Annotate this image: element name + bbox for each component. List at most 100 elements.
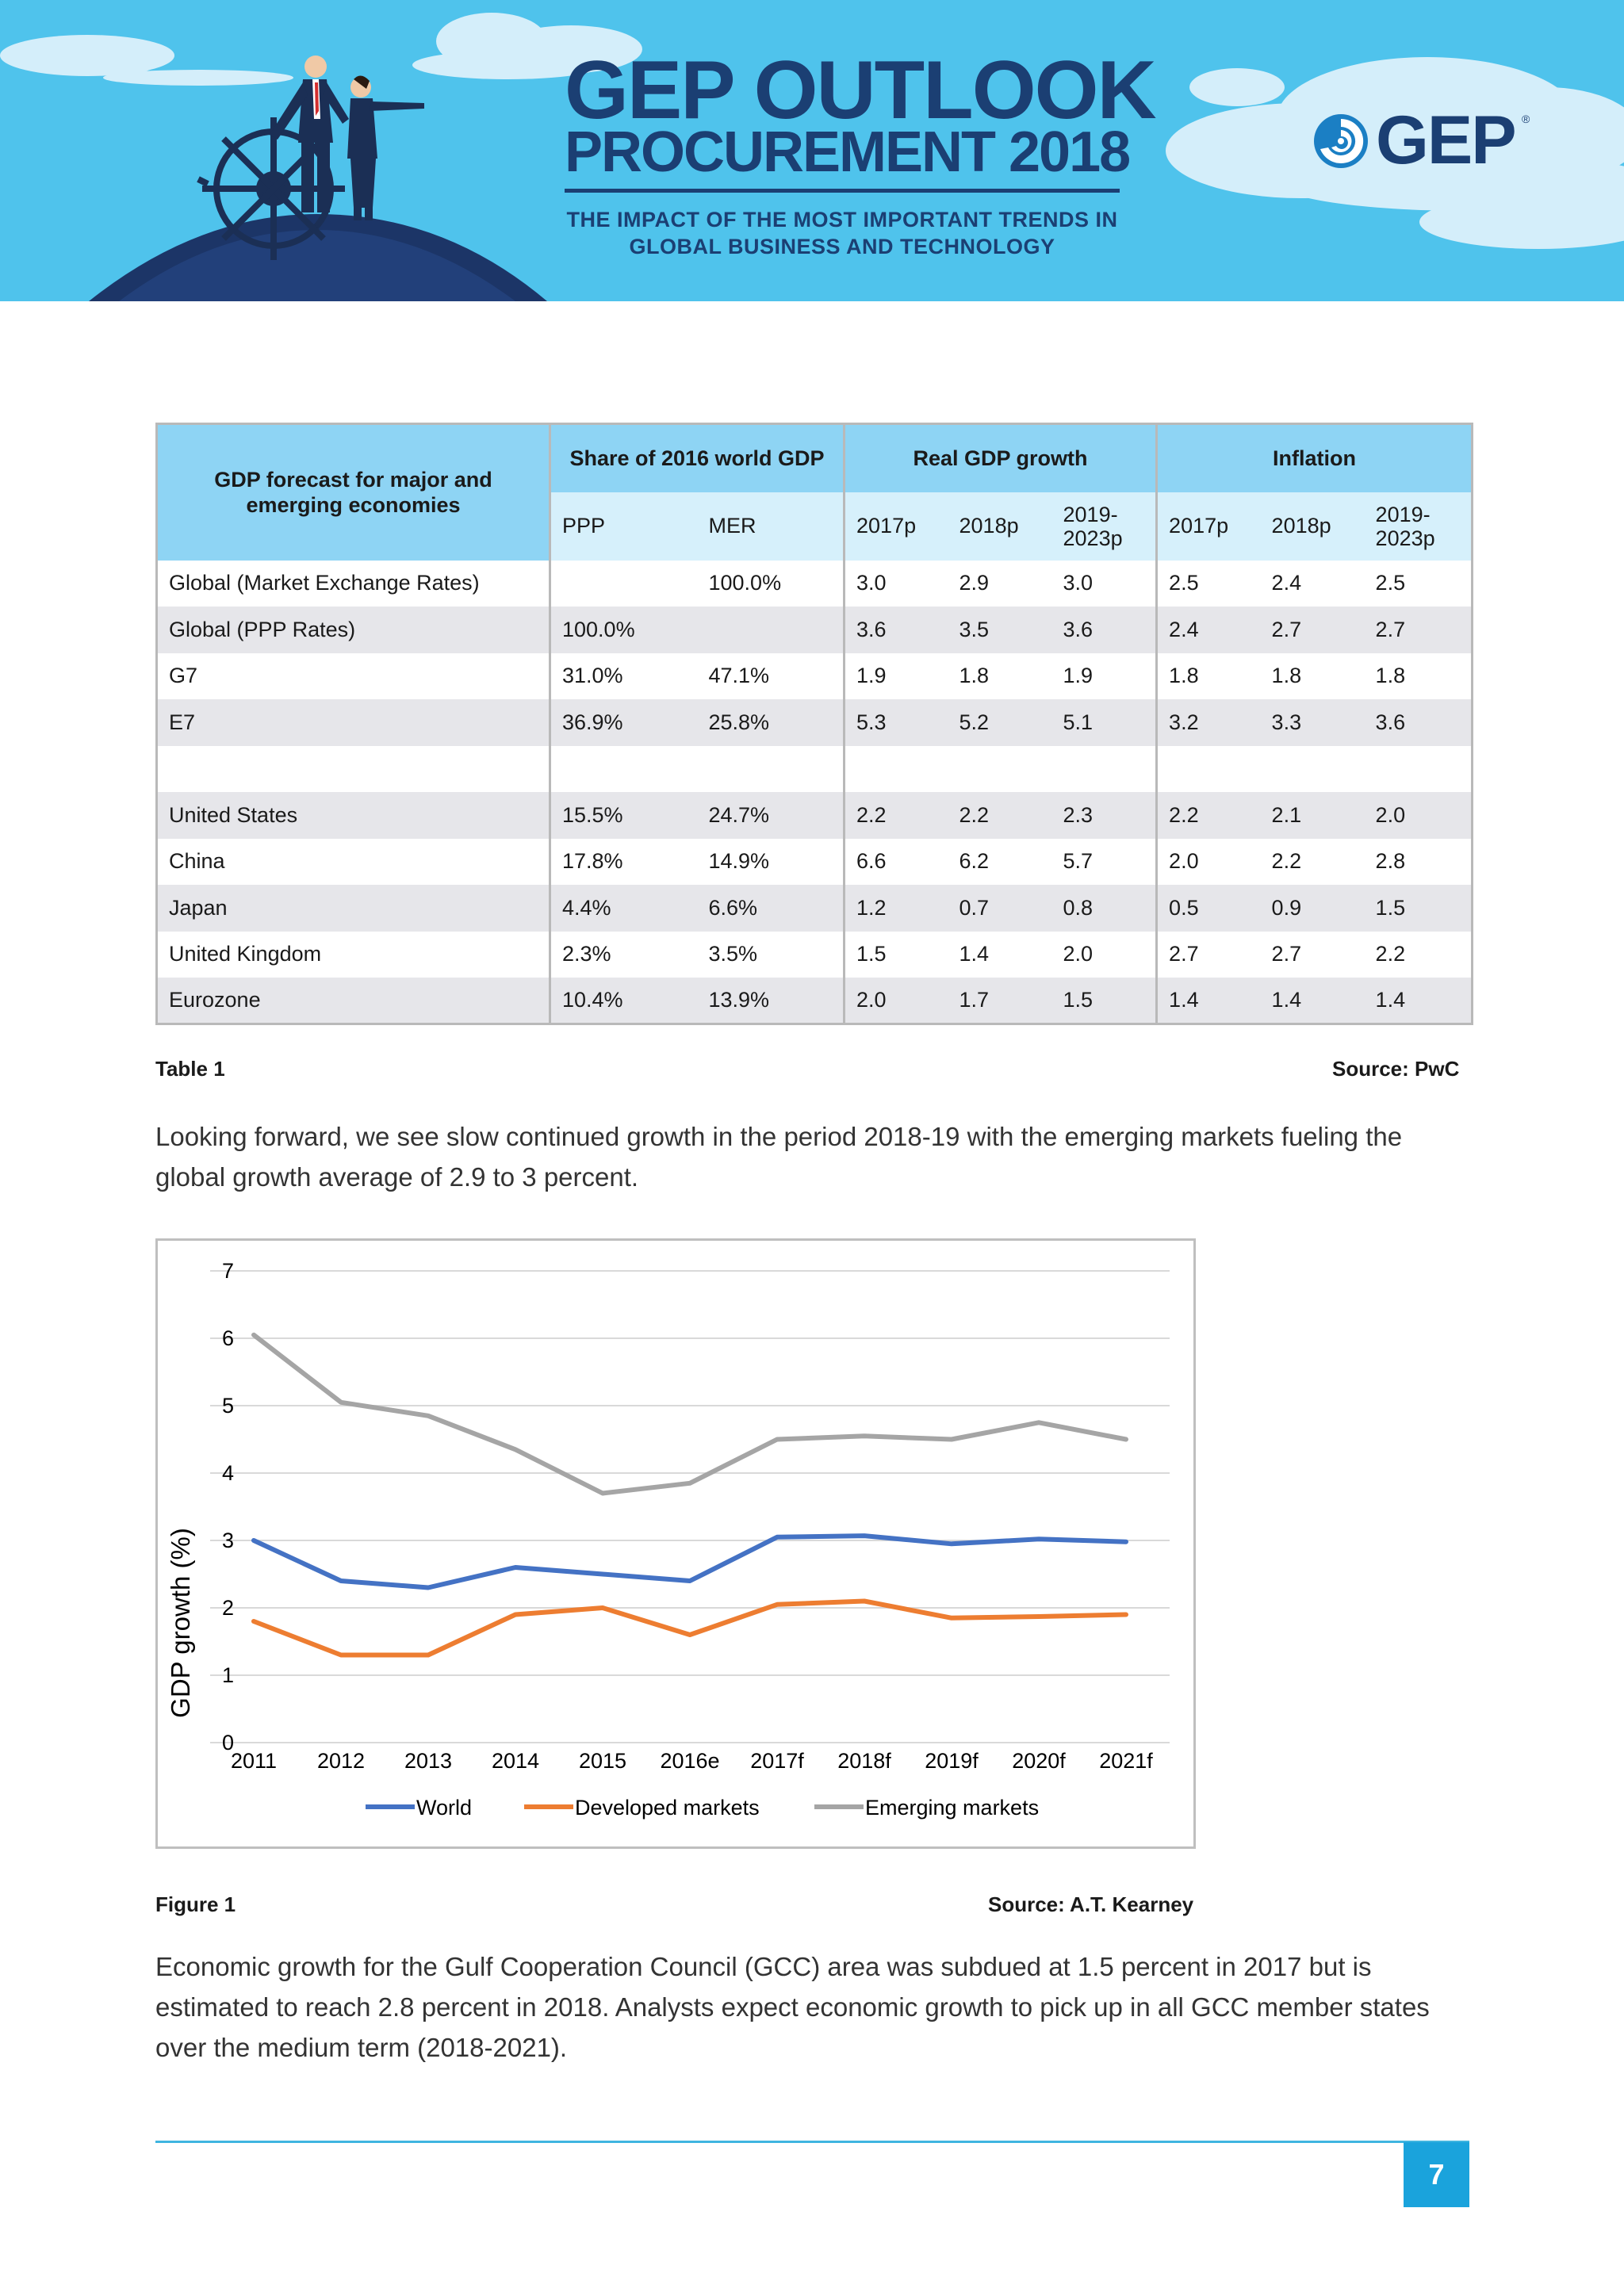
row-label: China bbox=[156, 838, 550, 885]
table-cell: 0.8 bbox=[1051, 885, 1157, 932]
x-tick-label: 2014 bbox=[492, 1749, 539, 1773]
table-cell: 1.2 bbox=[843, 885, 948, 932]
row-label: Eurozone bbox=[156, 978, 550, 1024]
table-cell: 1.4 bbox=[1364, 978, 1473, 1024]
x-tick-label: 2017f bbox=[750, 1749, 804, 1773]
table-cell bbox=[549, 560, 698, 607]
table-cell: 3.6 bbox=[843, 607, 948, 653]
y-tick-label: 5 bbox=[222, 1394, 234, 1418]
table-cell: 3.5 bbox=[948, 607, 1052, 653]
banner-title-divider bbox=[565, 189, 1120, 193]
chart-series bbox=[251, 1332, 1128, 1658]
table-source: Source: PwC bbox=[1332, 1057, 1460, 1081]
table-row: G7 31.0% 47.1% 1.9 1.8 1.9 1.8 1.8 1.8 bbox=[156, 652, 1473, 699]
table-cell: 4.4% bbox=[549, 885, 698, 932]
table-cell: 1.5 bbox=[1364, 885, 1473, 932]
chart-y-ticks: 0 1 2 3 4 5 6 7 bbox=[222, 1259, 234, 1755]
data-point bbox=[1038, 1538, 1040, 1540]
subheader-mer: MER bbox=[697, 492, 845, 561]
table-cell: 1.4 bbox=[1155, 978, 1261, 1024]
data-point bbox=[689, 1634, 691, 1636]
table-cell: 2.2 bbox=[843, 792, 948, 839]
data-point bbox=[253, 1621, 255, 1622]
series-line-world bbox=[251, 1533, 1128, 1590]
table-cell: 1.8 bbox=[1364, 652, 1473, 699]
table-cell: 0.5 bbox=[1155, 885, 1261, 932]
table-cell: 0.7 bbox=[948, 885, 1052, 932]
paragraph-1-line-2: global growth average of 2.9 to 3 percen… bbox=[155, 1162, 639, 1192]
table-cell: 5.2 bbox=[948, 699, 1052, 746]
table-cell: 2.2 bbox=[1155, 792, 1261, 839]
x-tick-label: 2013 bbox=[404, 1749, 452, 1773]
banner-title-line1: GEP OUTLOOK bbox=[565, 44, 1157, 136]
table-cell: 17.8% bbox=[549, 838, 698, 885]
data-point bbox=[340, 1580, 342, 1582]
table-cell: 6.6 bbox=[843, 838, 948, 885]
data-point bbox=[515, 1567, 516, 1568]
table-cell: 3.5% bbox=[697, 931, 845, 978]
table-row: United States 15.5% 24.7% 2.2 2.2 2.3 2.2 2.1 2.… bbox=[156, 792, 1473, 839]
table-cell: 3.6 bbox=[1051, 607, 1157, 653]
chart-y-axis-label: GDP growth (%) bbox=[166, 1528, 195, 1718]
table-cell: 6.6% bbox=[697, 885, 845, 932]
data-point bbox=[776, 1438, 778, 1441]
gdp-forecast-table: GDP forecast for major and emerging econ… bbox=[155, 423, 1474, 1025]
table-cell: 1.9 bbox=[1051, 652, 1157, 699]
data-point bbox=[253, 1334, 255, 1336]
table-cell: 2.2 bbox=[1260, 838, 1365, 885]
data-point bbox=[602, 1573, 603, 1575]
table-cell: 3.0 bbox=[1051, 560, 1157, 607]
table-cell: 36.9% bbox=[549, 699, 698, 746]
table-cell: 2.5 bbox=[1364, 560, 1473, 607]
table-row: China 17.8% 14.9% 6.6 6.2 5.7 2.0 2.2 2.8 bbox=[156, 838, 1473, 885]
table-cell bbox=[1155, 745, 1261, 792]
table-cell: 3.0 bbox=[843, 560, 948, 607]
data-point bbox=[951, 1543, 952, 1545]
legend-label: Developed markets bbox=[575, 1796, 760, 1820]
table-body: Global (Market Exchange Rates) 100.0% 3.0 2… bbox=[156, 560, 1473, 1024]
footer-divider bbox=[155, 2141, 1469, 2143]
page-number: 7 bbox=[1404, 2142, 1469, 2207]
data-point bbox=[951, 1617, 952, 1619]
table-cell bbox=[948, 745, 1052, 792]
legend-label: Emerging markets bbox=[865, 1796, 1039, 1820]
data-point bbox=[776, 1603, 778, 1605]
table-cell: 1.4 bbox=[1260, 978, 1365, 1024]
table-cell bbox=[1364, 745, 1473, 792]
table-cell: 13.9% bbox=[697, 978, 845, 1024]
table-cell: 100.0% bbox=[549, 607, 698, 653]
table-cell bbox=[1051, 745, 1157, 792]
y-tick-label: 2 bbox=[222, 1596, 234, 1620]
subheader-ppp: PPP bbox=[549, 492, 698, 561]
row-label: United Kingdom bbox=[156, 931, 550, 978]
paragraph-2: Economic growth for the Gulf Cooperation… bbox=[155, 1946, 1430, 2068]
data-point bbox=[340, 1654, 342, 1656]
table-cell bbox=[1260, 745, 1365, 792]
y-tick-label: 1 bbox=[222, 1663, 234, 1687]
header-banner: GEP OUTLOOK PROCUREMENT 2018 THE IMPACT … bbox=[0, 0, 1624, 301]
table-cell: 2.3 bbox=[1051, 792, 1157, 839]
table-cell bbox=[697, 745, 845, 792]
y-tick-label: 0 bbox=[222, 1731, 234, 1755]
x-tick-label: 2021f bbox=[1099, 1749, 1153, 1773]
y-tick-label: 4 bbox=[222, 1461, 234, 1485]
paragraph-2-line-1: Economic growth for the Gulf Cooperation… bbox=[155, 1952, 1372, 1981]
data-point bbox=[602, 1492, 603, 1494]
table-cell: 2.0 bbox=[1364, 792, 1473, 839]
data-point bbox=[689, 1482, 691, 1484]
row-label bbox=[156, 745, 550, 792]
table-cell: 31.0% bbox=[549, 652, 698, 699]
subheader-gdp-2017p: 2017p bbox=[843, 492, 948, 561]
table-cell: 5.1 bbox=[1051, 699, 1157, 746]
table-cell: 0.9 bbox=[1260, 885, 1365, 932]
row-label: United States bbox=[156, 792, 550, 839]
table-row bbox=[156, 745, 1473, 792]
figure-caption: Figure 1 bbox=[155, 1892, 236, 1916]
subheader-inflation-2018p: 2018p bbox=[1260, 492, 1365, 561]
row-label: Global (Market Exchange Rates) bbox=[156, 560, 550, 607]
table-cell: 1.8 bbox=[1260, 652, 1365, 699]
series-line-emerging-markets bbox=[251, 1332, 1128, 1496]
table-cell bbox=[549, 745, 698, 792]
